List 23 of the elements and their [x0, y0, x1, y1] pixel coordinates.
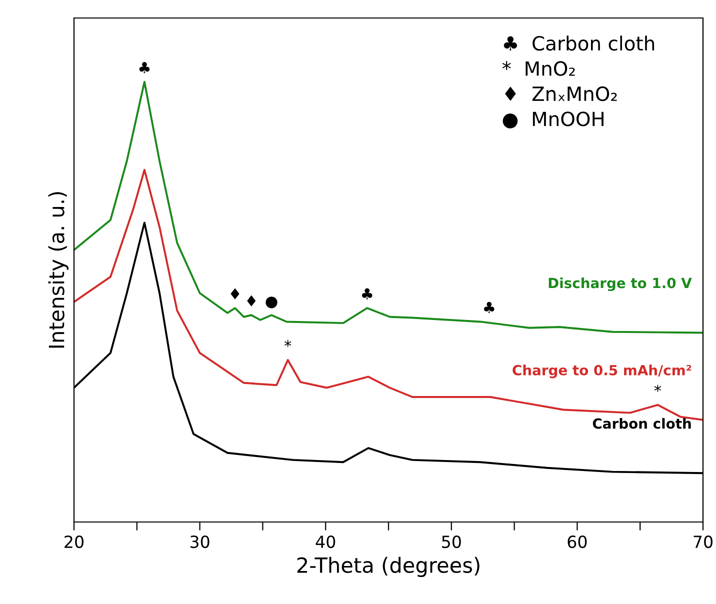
text: * MnO₂ — [502, 61, 575, 76]
x-tick-label: 70 — [694, 535, 712, 548]
x-axis-title: 2-Theta (degrees) — [297, 556, 480, 578]
x-tick-label: 50 — [442, 535, 461, 548]
series-label: Charge to 0.5 mAh/cm² — [512, 364, 692, 378]
annotation: ♦ — [230, 288, 240, 300]
text: Carbon cloth — [592, 418, 691, 429]
text: ♣ Carbon cloth — [504, 36, 654, 51]
annotation: ♣ — [139, 62, 150, 74]
annotation: ♦ — [247, 295, 256, 306]
annotation: ♦ ZnₓMnO₂ — [504, 86, 617, 102]
annotation: * — [284, 340, 292, 347]
x-tick-label: 40 — [316, 535, 336, 548]
x-tick-label: 20 — [64, 535, 84, 548]
x-tick-label: 30 — [190, 535, 210, 548]
text: Discharge to 1.0 V — [548, 278, 692, 292]
annotation: ♣ — [484, 302, 494, 313]
annotation: * — [654, 384, 662, 392]
annotation: ♣ — [362, 288, 372, 300]
annotation: ● MnOOH — [502, 112, 604, 128]
x-tick-label: 60 — [568, 535, 587, 548]
annotation: ● — [266, 296, 278, 308]
y-axis-title: Intensity (a. u.) — [48, 192, 68, 348]
